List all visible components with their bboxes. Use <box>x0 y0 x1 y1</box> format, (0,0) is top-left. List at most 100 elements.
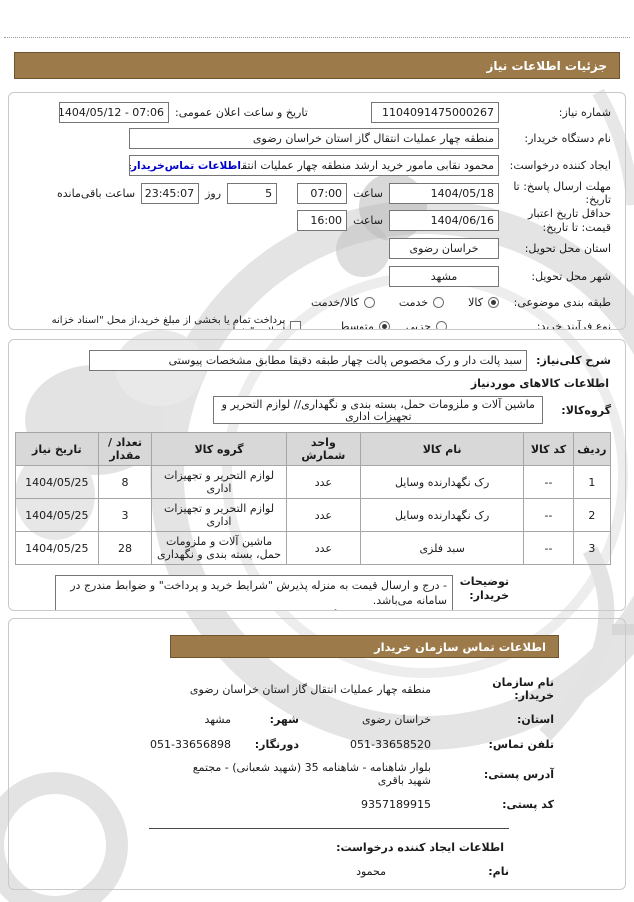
cell-group: لوازم التحریر و تجهیزات اداری <box>151 498 287 532</box>
request-creator-field[interactable]: محمود نقابی مامور خرید ارشد منطقه چهار ع… <box>129 155 499 176</box>
col-item-code: کد کالا <box>523 432 574 466</box>
radio-selected-icon[interactable] <box>488 296 499 308</box>
col-quantity: تعداد / مقدار <box>97 432 153 466</box>
price-validity-date-field[interactable]: 1404/06/16 <box>389 210 499 232</box>
price-validity-row: حداقل تاریخ اعتبار قیمت: تا تاریخ: 1404/… <box>23 207 611 234</box>
cell-code: -- <box>523 465 574 499</box>
reply-deadline-hour-label: ساعت <box>353 186 383 200</box>
need-description-field[interactable]: سبد پالت دار و رک مخصوص پالت چهار طبقه د… <box>89 350 527 371</box>
process-option-medium-label: متوسط <box>339 319 374 330</box>
delivery-province-label: استان محل تحویل: <box>524 241 611 255</box>
contact-org-row: نام سازمان خریدار: منطقه چهار عملیات انت… <box>15 676 554 702</box>
cell-group: لوازم التحریر و تجهیزات اداری <box>151 465 287 499</box>
table-row: 3 -- سبد فلزی عدد ماشین آلات و ملزومات ح… <box>15 531 612 565</box>
process-type-row: نوع فرآیند خرید: جزیی متوسط پرداخت تمام … <box>23 315 611 330</box>
need-number-label: شماره نیاز: <box>558 105 611 119</box>
subject-option-goods-label: کالا <box>468 295 483 309</box>
process-option-minor[interactable]: جزیی <box>406 320 447 329</box>
cell-unit: عدد <box>285 531 362 565</box>
reply-deadline-date-field[interactable]: 1404/05/18 <box>389 182 499 204</box>
contact-city-value: مشهد <box>204 712 231 726</box>
contact-header-title: اطلاعات تماس سازمان خریدار <box>374 639 546 654</box>
subject-option-goods[interactable]: کالا <box>468 296 499 309</box>
creator-last-name-row: نام خانوادگی: نقابی <box>15 888 509 891</box>
creator-last-name-label: نام خانوادگی: <box>414 890 509 891</box>
remaining-hours-field[interactable]: 23:45:07 <box>141 182 200 204</box>
note-line: - پیوست مدارک با سربرگ شرکت پیشنهاد دهند… <box>61 608 447 610</box>
buyer-org-row: نام دستگاه خریدار: منطقه چهار عملیات انت… <box>23 126 611 151</box>
creator-first-name-value: محمود <box>356 864 386 878</box>
subject-option-service[interactable]: خدمت <box>398 295 445 309</box>
remaining-hours-label: ساعت باقی‌مانده <box>57 186 136 200</box>
contact-postal-label: کد پستی: <box>502 797 554 811</box>
delivery-province-field[interactable]: خراسان رضوی <box>389 237 499 259</box>
cell-qty: 3 <box>97 498 153 532</box>
price-validity-label: حداقل تاریخ اعتبار قیمت: تا تاریخ: <box>527 207 611 234</box>
contact-creator-divider <box>149 828 509 829</box>
treasury-checkbox[interactable] <box>290 320 302 329</box>
subject-option-service-label: خدمت <box>398 295 429 309</box>
goods-group-label: گروه‌کالا: <box>561 403 611 417</box>
creator-section-heading: اطلاعات ایجاد کننده درخواست: <box>336 841 504 854</box>
process-option-medium[interactable]: متوسط <box>339 319 390 330</box>
contact-header-bar: اطلاعات تماس سازمان خریدار <box>170 635 559 658</box>
treasury-payment-option[interactable]: پرداخت تمام یا بخشی از مبلغ خرید،از محل … <box>23 315 302 329</box>
details-header-title: جزئیات اطلاعات نیاز <box>486 58 607 73</box>
cell-date: 1404/05/25 <box>15 465 99 499</box>
col-need-date: تاریخ نیاز <box>15 432 99 466</box>
subject-option-goods-service-label: کالا/خدمت <box>311 295 359 309</box>
radio-icon[interactable] <box>433 296 445 308</box>
buyer-org-label: نام دستگاه خریدار: <box>524 131 611 145</box>
buyer-notes-label: توضیحات خریدار: <box>459 575 509 602</box>
col-row-number: ردیف <box>572 432 612 466</box>
need-number-field[interactable]: 1104091475000267 <box>371 102 499 123</box>
cell-date: 1404/05/25 <box>15 531 99 565</box>
cell-code: -- <box>523 531 574 565</box>
contact-province-label: استان: <box>517 712 554 726</box>
cell-idx: 1 <box>572 465 612 499</box>
remaining-days-field[interactable]: 5 <box>227 182 278 204</box>
contact-phone-label: تلفن تماس: <box>488 737 554 751</box>
request-details-card: شماره نیاز: 1104091475000267 تاریخ و ساع… <box>8 92 626 330</box>
buyer-org-field[interactable]: منطقه چهار عملیات انتقال گاز استان خراسا… <box>129 128 499 149</box>
delivery-city-label: شهر محل تحویل: <box>531 269 611 283</box>
delivery-city-field[interactable]: مشهد <box>389 265 499 287</box>
remaining-days-label: روز <box>205 186 222 200</box>
buyer-notes-field[interactable]: - درج و ارسال قیمت به منزله پذیرش "شرایط… <box>55 575 453 610</box>
cell-unit: عدد <box>285 465 362 499</box>
contact-city-label: شهر: <box>269 712 299 726</box>
radio-selected-icon[interactable] <box>378 320 390 329</box>
reply-deadline-time-field[interactable]: 07:00 <box>297 182 348 204</box>
contact-org-label: نام سازمان خریدار: <box>492 676 554 702</box>
contact-address-value: بلوار شاهنامه - شاهنامه 35 (شهید شعبانی)… <box>192 761 431 787</box>
cell-name: سبد فلزی <box>360 531 525 565</box>
cell-name: رک نگهدارنده وسایل <box>360 498 525 532</box>
col-unit: واحد شمارش <box>285 432 362 466</box>
reply-deadline-row: مهلت ارسال پاسخ: تا تاریخ: 1404/05/18 سا… <box>23 180 611 206</box>
process-type-label: نوع فرآیند خرید: <box>536 319 611 330</box>
cell-qty: 8 <box>97 465 153 499</box>
cell-code: -- <box>523 498 574 532</box>
price-validity-hour-label: ساعت <box>353 214 383 228</box>
delivery-city-row: شهر محل تحویل: مشهد <box>23 263 611 290</box>
buyer-contact-link[interactable]: اطلاعات تماس‌خریدار <box>131 157 241 175</box>
cell-group: ماشین آلات و ملزومات حمل، بسته بندی و نگ… <box>151 531 287 565</box>
cell-idx: 2 <box>572 498 612 532</box>
need-description-label: شرح کلی‌نیاز: <box>536 354 611 367</box>
goods-group-field[interactable]: ماشین آلات و ملزومات حمل، بسته بندی و نگ… <box>213 396 544 424</box>
contact-fax-value: 051-33656898 <box>150 737 231 751</box>
price-validity-time-field[interactable]: 16:00 <box>297 210 348 232</box>
need-number-row: شماره نیاز: 1104091475000267 تاریخ و ساع… <box>23 100 611 125</box>
announce-datetime-field[interactable]: 1404/05/12 - 07:06 <box>59 102 169 123</box>
contact-postal-value: 9357189915 <box>361 797 431 811</box>
delivery-province-row: استان محل تحویل: خراسان رضوی <box>23 235 611 262</box>
goods-card: شرح کلی‌نیاز: سبد پالت دار و رک مخصوص پا… <box>8 339 626 611</box>
subject-option-goods-service[interactable]: کالا/خدمت <box>311 296 375 309</box>
goods-group-row: گروه‌کالا: ماشین آلات و ملزومات حمل، بست… <box>23 396 611 424</box>
radio-icon[interactable] <box>436 320 447 329</box>
contact-province-value: خراسان رضوی <box>361 712 431 726</box>
goods-table-header-row: ردیف کد کالا نام کالا واحد شمارش گروه کا… <box>15 432 612 466</box>
contact-org-value: منطقه چهار عملیات انتقال گاز استان خراسا… <box>189 682 431 696</box>
contact-phone-fax-row: تلفن تماس: 051-33658520 دورنگار: 051-336… <box>15 736 554 752</box>
radio-icon[interactable] <box>363 296 375 308</box>
